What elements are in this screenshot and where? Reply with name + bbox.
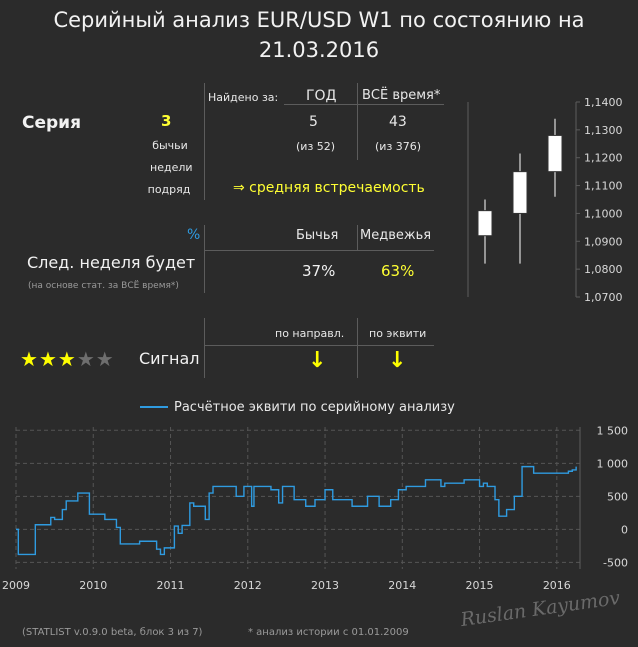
equity-arrow-icon: ↓ [388, 348, 407, 373]
col-bull-header: Бычья [296, 228, 339, 243]
equity-legend: Расчётное эквити по серийному анализу [140, 396, 455, 415]
table-divider [204, 345, 434, 346]
series-desc-2: недели [150, 161, 193, 174]
equity-y-tick-label: 1 500 [597, 424, 629, 437]
equity-y-tick-label: 1 000 [597, 457, 629, 470]
candle-y-tick-label: 1,1000 [584, 207, 623, 220]
frequency-label: ⇒ средняя встречаемость [233, 180, 425, 196]
equity-x-tick-label: 2013 [311, 579, 339, 592]
star-empty-icon: ★ [76, 347, 95, 371]
candle-y-tick-label: 1,1100 [584, 180, 623, 193]
series-value: 3 [161, 112, 172, 130]
equity-y-tick-label: 500 [607, 490, 628, 503]
candle-y-tick-label: 1,0900 [584, 235, 623, 248]
candle-y-tick-label: 1,0800 [584, 263, 623, 276]
equity-x-tick-label: 2011 [157, 579, 185, 592]
legend-label: Расчётное эквити по серийному анализу [174, 400, 455, 415]
star-filled-icon: ★ [20, 347, 38, 371]
next-week-note: (на основе стат. за ВСЁ время*) [28, 281, 179, 291]
signal-stars: ★★★★★ [20, 349, 115, 370]
equity-series-line [16, 465, 577, 556]
footer-history-note: * анализ истории с 01.01.2009 [248, 627, 409, 638]
series-desc-1: бычьи [152, 139, 188, 152]
candle-y-tick-label: 1,0700 [584, 291, 623, 304]
pct-header: % [187, 227, 201, 243]
candle-y-tick-label: 1,1200 [584, 152, 623, 165]
col-equity-header: по эквити [369, 327, 427, 340]
legend-line-swatch [140, 405, 168, 408]
table-divider [284, 104, 444, 105]
table-divider [357, 83, 358, 160]
signal-label: Сигнал [139, 349, 200, 368]
candle-y-tick-label: 1,1300 [584, 124, 623, 137]
year-total: (из 52) [296, 140, 336, 153]
equity-x-tick-label: 2009 [2, 579, 30, 592]
table-divider [204, 225, 205, 293]
equity-x-tick-label: 2010 [79, 579, 107, 592]
star-filled-icon: ★ [57, 347, 76, 371]
equity-x-tick-label: 2014 [388, 579, 416, 592]
footer-version: (STATLIST v.0.9.0 beta, блок 3 из 7) [22, 627, 203, 638]
equity-y-tick-label: -500 [603, 556, 628, 569]
candlestick-chart: 1,1400 1,1300 1,1200 1,1100 1,1000 1,0900 1,08… [467, 96, 623, 304]
year-count: 5 [309, 114, 318, 130]
equity-x-tick-label: 2016 [543, 579, 571, 592]
equity-x-tick-label: 2012 [234, 579, 262, 592]
candle-y-tick-label: 1,1400 [584, 96, 623, 109]
col-bear-header: Медвежья [360, 228, 432, 243]
col-year-header: ГОД [306, 88, 337, 104]
all-total: (из 376) [375, 140, 422, 153]
next-week-label: След. неделя будет [27, 253, 196, 272]
equity-x-tick-label: 2015 [466, 579, 494, 592]
col-direction-header: по направл. [275, 327, 345, 340]
equity-chart: 1 500 1 000 500 0 -500 2009 2010 2011 2012 2013 20… [2, 424, 629, 592]
series-desc-3: подряд [147, 183, 191, 196]
col-all-header: ВСЁ время* [362, 88, 441, 103]
all-count: 43 [389, 114, 407, 130]
table-divider [204, 318, 205, 378]
bear-pct: 63% [381, 262, 415, 280]
candle-body [547, 134, 563, 173]
table-divider [357, 318, 358, 378]
equity-y-tick-label: 0 [621, 523, 628, 536]
table-divider [204, 250, 434, 251]
series-label: Серия [22, 113, 82, 133]
candle-body [512, 171, 528, 214]
star-empty-icon: ★ [95, 347, 114, 371]
direction-arrow-icon: ↓ [308, 348, 327, 373]
candle-body [477, 210, 493, 237]
table-divider [357, 225, 358, 251]
table-divider [204, 83, 205, 200]
page-title-line2: 21.03.2016 [258, 38, 380, 62]
page-title-line1: Серийный анализ EUR/USD W1 по состоянию … [53, 8, 585, 32]
found-label: Найдено за: [208, 91, 279, 104]
star-filled-icon: ★ [38, 347, 57, 371]
bull-pct: 37% [302, 262, 336, 280]
